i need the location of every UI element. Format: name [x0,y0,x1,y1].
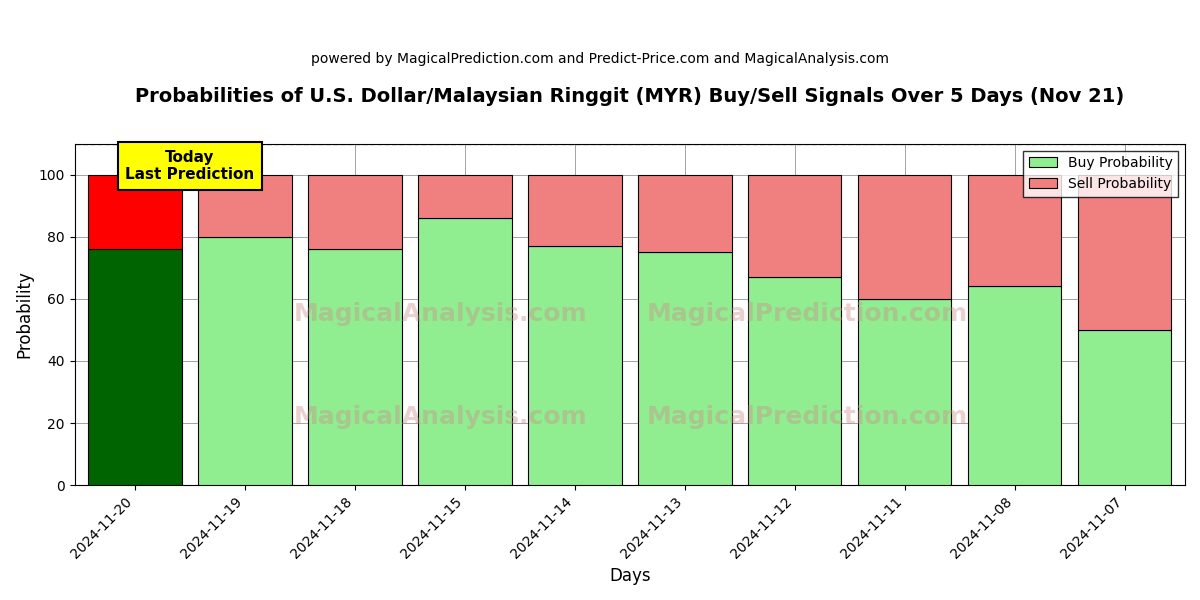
Bar [419,218,511,485]
Bar [638,175,732,252]
Bar [968,286,1061,485]
Bar [1078,330,1171,485]
Text: Today
Last Prediction: Today Last Prediction [126,150,254,182]
Bar [1078,175,1171,330]
Bar [89,249,182,485]
Bar [858,175,952,299]
Bar [198,175,292,237]
Bar [748,277,841,485]
Bar [89,175,182,249]
Title: Probabilities of U.S. Dollar/Malaysian Ringgit (MYR) Buy/Sell Signals Over 5 Day: Probabilities of U.S. Dollar/Malaysian R… [136,87,1124,106]
Bar [308,249,402,485]
Legend: Buy Probability, Sell Probability: Buy Probability, Sell Probability [1024,151,1178,197]
Bar [308,175,402,249]
Text: MagicalPrediction.com: MagicalPrediction.com [647,302,968,326]
Text: MagicalAnalysis.com: MagicalAnalysis.com [294,302,588,326]
Bar [419,175,511,218]
Bar [528,246,622,485]
Text: powered by MagicalPrediction.com and Predict-Price.com and MagicalAnalysis.com: powered by MagicalPrediction.com and Pre… [311,52,889,66]
X-axis label: Days: Days [610,567,650,585]
Bar [858,299,952,485]
Bar [198,237,292,485]
Bar [528,175,622,246]
Bar [968,175,1061,286]
Y-axis label: Probability: Probability [16,271,34,358]
Bar [748,175,841,277]
Bar [638,252,732,485]
Text: MagicalAnalysis.com: MagicalAnalysis.com [294,405,588,429]
Text: MagicalPrediction.com: MagicalPrediction.com [647,405,968,429]
